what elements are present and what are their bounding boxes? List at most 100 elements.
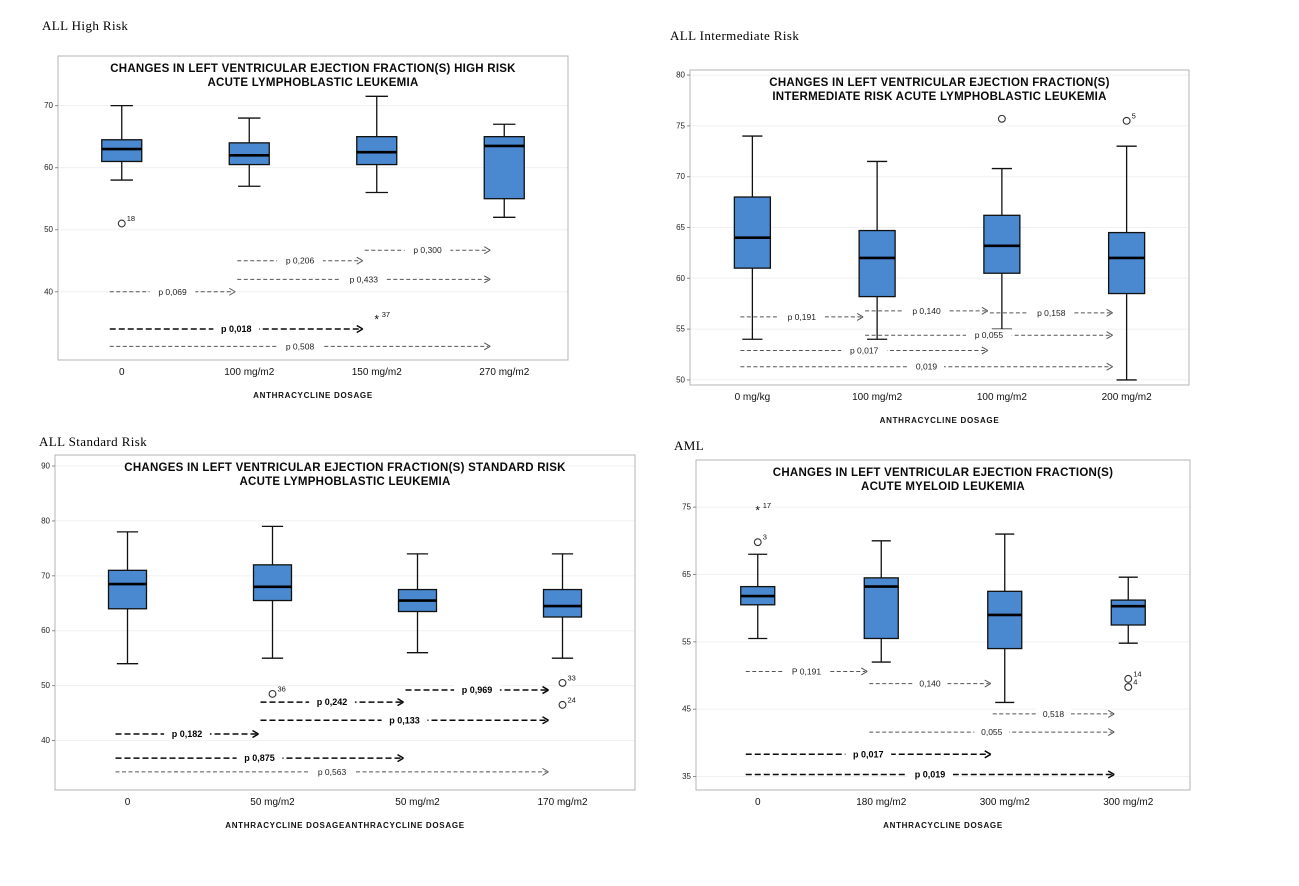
outlier-case-label: 14 <box>1133 669 1141 678</box>
p-annotation-label-bg <box>965 329 1012 342</box>
p-annotation-arrowhead <box>984 683 992 688</box>
outlier-circle-marker <box>997 114 1006 123</box>
chart-title-line1: CHANGES IN LEFT VENTRICULAR EJECTION FRA… <box>769 77 1109 89</box>
category-label: 50 mg/m2 <box>395 797 440 808</box>
y-tick-label: 90 <box>41 461 50 470</box>
category-label: 0 <box>119 367 125 378</box>
iqr-box <box>858 229 896 298</box>
iqr-box <box>987 590 1023 650</box>
p-annotation-arrowhead <box>984 679 992 685</box>
p-annotation-arrowhead <box>1106 312 1113 317</box>
panel-corner-label: ALL High Risk <box>42 18 129 33</box>
p-annotation-arrowhead <box>356 328 364 334</box>
y-tick-label: 70 <box>676 172 685 181</box>
outlier-case-label: 24 <box>568 695 576 704</box>
category-label: 100 mg/m2 <box>224 367 274 378</box>
y-tick-label: 65 <box>676 223 685 232</box>
x-axis-title: ANTHRACYCLINE DOSAGE <box>253 391 373 400</box>
p-annotation-arrowhead <box>1106 366 1113 371</box>
outlier-case-label: 5 <box>1132 111 1136 120</box>
p-annotation-label: p 0,158 <box>1037 308 1066 318</box>
p-annotation-arrowhead <box>856 316 864 321</box>
p-annotation-label: p 0,055 <box>975 330 1004 340</box>
p-annotation-label: p 0,019 <box>915 770 946 780</box>
outlier-circle-marker <box>268 689 277 698</box>
p-annotation-label-bg <box>164 727 210 740</box>
p-annotation-arrowhead <box>483 342 491 347</box>
category-label: 170 mg/m2 <box>537 797 587 808</box>
p-annotation-arrowhead <box>984 753 992 759</box>
y-tick-label: 70 <box>41 571 50 580</box>
outlier-circle-marker <box>1122 116 1131 125</box>
category-label: 150 mg/m2 <box>352 367 402 378</box>
y-tick-label: 60 <box>676 274 685 283</box>
outlier-case-label: 18 <box>127 214 135 223</box>
category-label: 200 mg/m2 <box>1102 392 1152 403</box>
p-annotation-arrowhead <box>1107 773 1115 779</box>
p-annotation-arrowhead <box>1107 728 1115 733</box>
p-annotation-label: p 0,206 <box>286 256 315 266</box>
iqr-box <box>542 588 583 618</box>
boxplot-all-intermediate-risk: 50 55 60 65 70 75 80 CHANGES IN LEFT VENTRICULA… <box>676 69 1190 425</box>
outlier-case-label: 3 <box>763 533 767 542</box>
p-annotation-label-bg <box>783 665 830 678</box>
p-annotation-arrowhead <box>860 671 868 676</box>
p-annotation-arrowhead <box>252 729 259 735</box>
p-annotation-label: p 0,133 <box>389 715 420 725</box>
p-annotation-arrowhead <box>981 306 989 312</box>
category-label: 100 mg/m2 <box>977 392 1027 403</box>
category-label: 180 mg/m2 <box>856 797 906 808</box>
y-tick-label: 65 <box>682 570 691 579</box>
y-tick-label: 35 <box>682 772 691 781</box>
chart-title-line1: CHANGES IN LEFT VENTRICULAR EJECTION FRA… <box>773 467 1113 479</box>
p-annotation-label-bg <box>1028 306 1075 319</box>
p-annotation-arrowhead <box>483 278 491 284</box>
outlier-asterisk-marker: * <box>374 313 379 327</box>
iqr-box <box>356 136 398 166</box>
p-annotation-arrowhead <box>397 697 404 703</box>
p-annotation-label: p 0,140 <box>912 306 941 316</box>
boxplot-aml: 35 45 55 65 75 CHANGES IN LEFT VENTRICULAR EJ… <box>682 459 1191 830</box>
p-annotation-label: p 0,242 <box>317 697 348 707</box>
p-annotation-arrowhead <box>1106 308 1113 314</box>
p-annotation-label: p 0,191 <box>788 312 817 322</box>
iqr-box <box>107 569 148 610</box>
p-annotation-arrowhead <box>228 291 236 296</box>
p-annotation-label-bg <box>277 254 323 267</box>
category-label: 0 mg/kg <box>735 392 771 403</box>
p-annotation-arrowhead <box>483 275 491 280</box>
chart-title-line1: CHANGES IN LEFT VENTRICULAR EJECTION FRA… <box>110 63 516 75</box>
x-axis-title: ANTHRACYCLINE DOSAGE <box>880 416 1000 425</box>
outlier-circle-marker <box>558 700 567 709</box>
outlier-case-label: 33 <box>568 673 576 682</box>
plot-frame <box>695 459 1191 791</box>
p-annotation-arrowhead <box>981 350 989 355</box>
p-annotation-arrowhead <box>981 310 989 315</box>
p-annotation-label-bg <box>236 752 283 765</box>
y-tick-label: 75 <box>676 121 685 130</box>
y-tick-label: 40 <box>44 287 53 296</box>
chart-title-line2: ACUTE MYELOID LEUKEMIA <box>861 481 1025 493</box>
iqr-box <box>1110 599 1146 626</box>
y-tick-label: 50 <box>676 375 685 384</box>
p-annotation-label: 0,518 <box>1043 709 1065 719</box>
p-annotation-arrowhead <box>397 753 404 759</box>
p-annotation-arrowhead <box>397 701 404 707</box>
iqr-box <box>733 196 772 269</box>
chart-title-line2: INTERMEDIATE RISK ACUTE LYMPHOBLASTIC LE… <box>772 91 1106 103</box>
panel-corner-label: AML <box>674 438 705 453</box>
plot-frame <box>54 454 636 791</box>
p-annotation-label-bg <box>213 322 260 335</box>
p-annotation-label: p 0,017 <box>853 749 884 759</box>
p-annotation-arrowhead <box>856 312 864 318</box>
p-annotation-label-bg <box>309 696 355 709</box>
p-annotation-label-bg <box>909 360 944 373</box>
iqr-box <box>983 214 1021 274</box>
p-annotation-arrowhead <box>542 771 549 776</box>
outlier-case-label: 4 <box>1133 677 1137 686</box>
p-annotation-arrowhead <box>356 324 364 330</box>
p-annotation-arrowhead <box>483 249 491 255</box>
x-axis-title: ANTHRACYCLINE DOSAGE <box>883 821 1003 830</box>
outlier-case-label: 17 <box>763 501 771 510</box>
